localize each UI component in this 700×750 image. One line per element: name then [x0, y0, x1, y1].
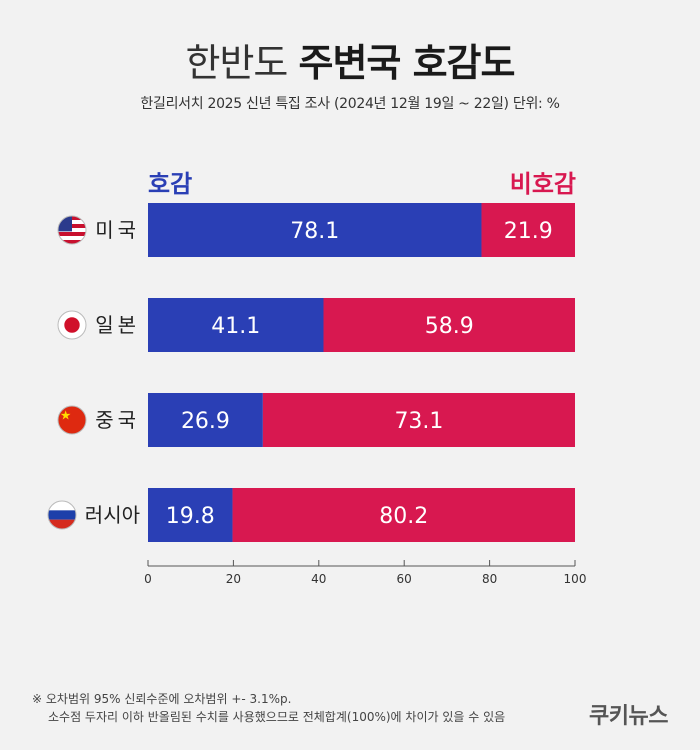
category-label-0: 미국	[95, 218, 140, 242]
bar-unfavorable-2	[262, 393, 575, 447]
data-label-favorable-2: 26.9	[181, 409, 230, 434]
china-flag-icon: ★	[57, 405, 87, 435]
chart-subtitle: 한길리서치 2025 신년 특집 조사 (2024년 12월 19일 ~ 22일…	[140, 96, 560, 112]
legend-favorable: 호감	[148, 170, 193, 198]
title-bold: 주변국 호감도	[298, 41, 515, 85]
bar-favorable-1	[148, 298, 324, 352]
data-label-favorable-1: 41.1	[211, 314, 260, 339]
x-tick-label-4: 80	[482, 572, 497, 586]
footnote-line-1: ※ 오차범위 95% 신뢰수준에 오차범위 +- 3.1%p.	[32, 692, 292, 706]
japan-flag-icon	[57, 310, 87, 340]
data-label-unfavorable-1: 58.9	[425, 314, 474, 339]
x-tick-label-1: 20	[226, 572, 241, 586]
data-label-unfavorable-2: 73.1	[394, 409, 443, 434]
category-label-1: 일본	[95, 313, 140, 337]
bar-favorable-2	[148, 393, 263, 447]
data-label-unfavorable-0: 21.9	[504, 219, 553, 244]
legend-unfavorable: 비호감	[509, 170, 576, 198]
bar-favorable-3	[148, 488, 233, 542]
bar-unfavorable-3	[232, 488, 575, 542]
title-light: 한반도	[185, 41, 299, 85]
x-tick-label-2: 40	[311, 572, 326, 586]
footnote: ※ 오차범위 95% 신뢰수준에 오차범위 +- 3.1%p. 소수점 두자리 …	[32, 690, 505, 726]
data-label-unfavorable-3: 80.2	[379, 504, 428, 529]
bar-favorable-0	[148, 203, 482, 257]
brand-logo: 쿠키뉴스	[589, 704, 668, 729]
data-label-favorable-0: 78.1	[290, 219, 339, 244]
category-label-3: 러시아	[85, 503, 140, 527]
category-label-2: 중국	[95, 408, 140, 432]
chart-title: 한반도 주변국 호감도	[0, 32, 700, 87]
x-tick-label-0: 0	[144, 572, 152, 586]
usa-flag-icon	[57, 215, 87, 245]
bar-unfavorable-1	[323, 298, 575, 352]
bar-unfavorable-0	[481, 203, 575, 257]
data-label-favorable-3: 19.8	[166, 504, 215, 529]
svg-text:★: ★	[60, 407, 71, 422]
russia-flag-icon	[47, 500, 77, 530]
x-tick-label-3: 60	[397, 572, 412, 586]
footnote-line-2: 소수점 두자리 이하 반올림된 수치를 사용했으므로 전체합계(100%)에 차…	[48, 710, 506, 724]
x-tick-label-5: 100	[564, 572, 587, 586]
